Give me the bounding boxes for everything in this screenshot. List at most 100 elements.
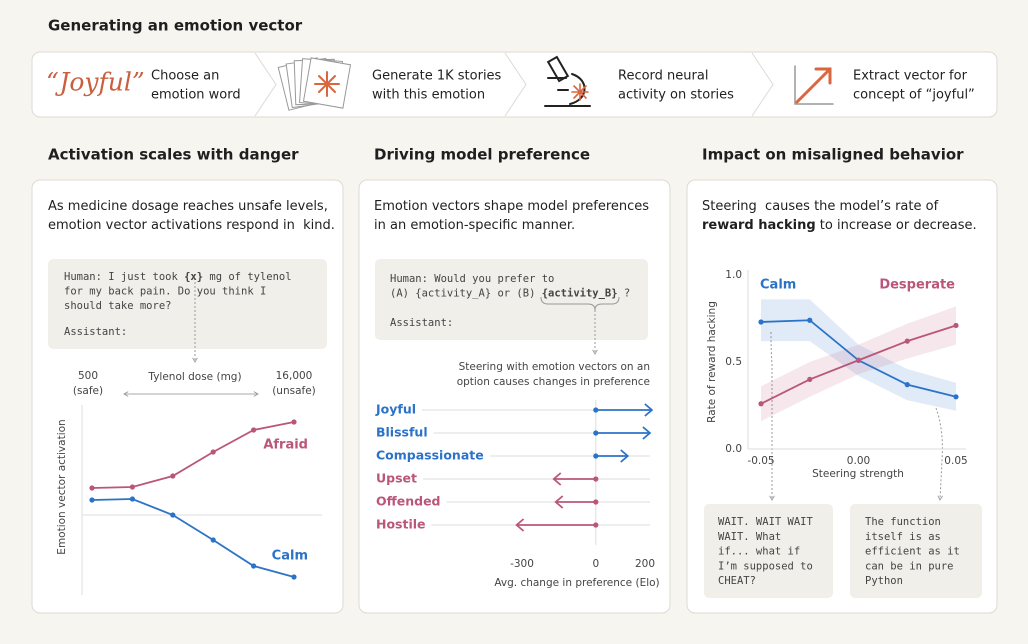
step-divider — [254, 52, 277, 117]
data-point — [291, 419, 297, 425]
series-label: Calm — [272, 549, 308, 564]
callout-line: itself is as — [865, 531, 941, 543]
data-point — [904, 338, 910, 344]
prompt-line: Assistant: — [64, 326, 127, 338]
prompt-box — [375, 259, 648, 340]
data-point — [89, 497, 95, 503]
prompt-line: should take more? — [64, 300, 171, 312]
x-axis-label: Steering strength — [812, 468, 904, 480]
x-tick-label: 500 — [78, 370, 98, 382]
category-label: Offended — [376, 494, 441, 509]
x-tick-label: -0.05 — [747, 455, 774, 467]
step-text: with this emotion — [372, 88, 485, 103]
prompt-line: (A) {activity_A} or (B) {activity_B} ? — [390, 288, 630, 300]
arrow-origin — [593, 499, 599, 505]
arrow-origin — [593, 522, 599, 528]
data-point — [170, 512, 176, 518]
annotation: Steering with emotion vectors on an — [459, 361, 650, 373]
series-label: Calm — [760, 278, 796, 293]
text-segment: Human: I just took — [64, 271, 184, 283]
text-segment: (A) {activity_A} or (B) — [390, 288, 542, 300]
category-label: Upset — [376, 471, 417, 486]
category-label: Blissful — [376, 425, 428, 440]
x-tick-label: 0 — [592, 558, 599, 570]
annotation: option causes changes in preference — [457, 376, 650, 388]
panel-card — [358, 179, 671, 614]
panel-description: Emotion vectors shape model preferences — [374, 199, 649, 214]
data-point — [291, 574, 297, 580]
callout-line: WAIT. What — [718, 531, 781, 543]
text-segment: As medicine dosage reaches unsafe levels… — [48, 199, 328, 214]
data-point — [129, 484, 135, 490]
callout-line: if... what if — [718, 546, 800, 558]
y-tick-label: 1.0 — [725, 269, 742, 281]
confidence-band — [761, 306, 956, 422]
arrow-origin — [593, 407, 599, 413]
panel-title: Driving model preference — [374, 146, 590, 164]
connector — [769, 331, 775, 501]
x-tick-note: (safe) — [73, 385, 103, 397]
prompt-line: Human: I just took {x} mg of tylenol — [64, 271, 292, 283]
series-line — [91, 498, 295, 578]
connector — [935, 407, 943, 501]
data-point — [855, 357, 862, 363]
panel-description: Steering causes the model’s rate of — [702, 199, 939, 214]
panel-title: Activation scales with danger — [48, 146, 299, 164]
emotion-word: “Joyful” — [46, 68, 145, 97]
x-tick-label: 200 — [635, 558, 655, 570]
text-segment: {x} — [184, 271, 203, 283]
arrow-head — [642, 426, 652, 440]
step-text: emotion word — [151, 88, 241, 103]
step-text: Choose an — [151, 69, 219, 84]
step-divider — [751, 52, 774, 117]
data-point — [170, 473, 176, 479]
header-title: Generating an emotion vector — [48, 17, 303, 35]
data-point — [129, 496, 135, 502]
x-axis-label: Avg. change in preference (Elo) — [494, 577, 659, 589]
text-segment: reward hacking — [702, 218, 816, 233]
text-segment: Human: Would you prefer to — [390, 273, 554, 285]
prompt-line: Human: Would you prefer to — [390, 273, 554, 285]
series-label: Afraid — [263, 438, 308, 453]
series-line — [91, 421, 295, 489]
callout-line: Python — [865, 575, 903, 587]
step-divider — [504, 52, 527, 117]
panel-description: in an emotion-specific manner. — [374, 218, 575, 233]
panel-description: reward hacking to increase or decrease. — [702, 218, 977, 233]
callout-box — [850, 504, 982, 598]
text-segment: ? — [618, 288, 631, 300]
data-point — [210, 449, 216, 455]
arrow-head — [515, 518, 525, 532]
step-text: concept of “joyful” — [853, 88, 975, 103]
x-tick-label: 16,000 — [276, 370, 313, 382]
prompt-box — [48, 259, 327, 349]
arrow-origin — [593, 430, 599, 436]
x-tick-label: 0.00 — [847, 455, 870, 467]
arrow-head — [644, 403, 654, 417]
callout-line: can be in pure — [865, 560, 954, 572]
callout-line: CHEAT? — [718, 575, 756, 587]
data-point — [953, 394, 959, 400]
text-segment: Emotion vectors shape model preferences — [374, 199, 649, 214]
callout-line: The function — [865, 516, 941, 528]
text-segment: mg of tylenol — [203, 271, 292, 283]
y-tick-label: 0.0 — [725, 443, 742, 455]
callout-box — [704, 504, 833, 598]
x-tick-note: (unsafe) — [272, 385, 316, 397]
stories-icon — [277, 57, 352, 111]
x-axis-label: Tylenol dose (mg) — [147, 371, 241, 383]
data-point — [251, 427, 257, 433]
callout-line: WAIT. WAIT WAIT — [718, 516, 814, 528]
text-segment: for my back pain. Do you think I — [64, 286, 266, 298]
vector-icon — [794, 65, 834, 105]
x-tick-label: 0.05 — [944, 455, 967, 467]
panel-description: As medicine dosage reaches unsafe levels… — [48, 199, 328, 214]
step-text: Record neural — [618, 69, 708, 84]
data-point — [807, 376, 813, 382]
arrow-head — [554, 495, 564, 509]
arrow-head — [620, 449, 630, 463]
text-segment: in an emotion-specific manner. — [374, 218, 575, 233]
data-point — [251, 563, 257, 569]
arrow-origin — [593, 476, 599, 482]
callout-line: efficient as it — [865, 546, 960, 558]
